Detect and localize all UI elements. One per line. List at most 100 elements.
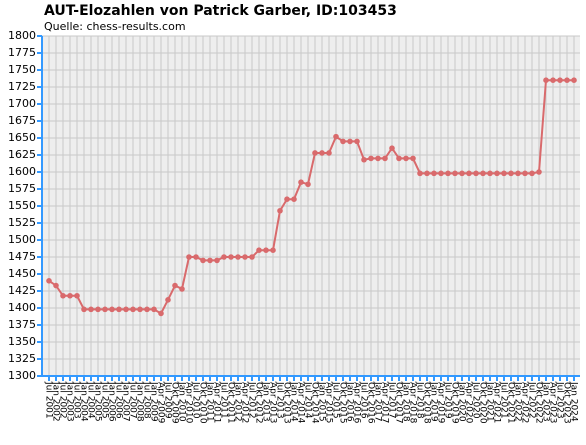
x-tick-label: Jul 2018 xyxy=(415,381,425,419)
x-tick-label: Jul 2005 xyxy=(100,381,110,419)
x-tick-label: Apr 2018 xyxy=(408,382,418,424)
x-tick-label: Okt 2013 xyxy=(282,382,292,424)
x-tick-label: Jan 2023 xyxy=(541,381,551,422)
data-point xyxy=(571,77,577,83)
data-point xyxy=(361,156,367,163)
x-tick-label: Okt 2014 xyxy=(310,382,320,424)
y-tick-label: 1800 xyxy=(8,29,36,42)
x-tick-label: Jan 2021 xyxy=(485,381,495,422)
x-tick-label: Apr 2009 xyxy=(156,382,166,424)
x-tick-label: Jul 2009 xyxy=(163,381,173,419)
x-tick-label: Jul 2019 xyxy=(443,381,453,419)
data-point xyxy=(221,254,227,260)
x-tick-label: Jan 2002 xyxy=(51,381,61,422)
x-tick-label: Apr 2021 xyxy=(492,382,502,423)
data-point xyxy=(522,170,528,177)
x-tick-label: Jul 2015 xyxy=(331,381,341,419)
data-point xyxy=(326,150,332,156)
data-point xyxy=(242,254,248,260)
data-point xyxy=(473,170,479,177)
data-point xyxy=(179,286,185,292)
data-point xyxy=(501,170,507,177)
data-point xyxy=(53,282,59,289)
x-tick-label: Jan 2005 xyxy=(93,381,103,422)
x-tick-label: Jul 2021 xyxy=(499,381,509,419)
data-point xyxy=(277,207,283,214)
x-tick-label: Apr 2022 xyxy=(520,382,530,423)
x-tick-label: Okt 2021 xyxy=(506,382,516,424)
data-point xyxy=(165,297,171,303)
x-tick-label: Jan 2004 xyxy=(79,381,89,422)
x-tick-label: Apr 2020 xyxy=(464,382,474,424)
y-tick-label: 1425 xyxy=(8,284,36,297)
y-tick-label: 1550 xyxy=(8,199,36,212)
data-point xyxy=(60,292,66,299)
x-tick-label: Jul 2003 xyxy=(72,381,82,419)
data-point xyxy=(74,292,80,299)
data-point xyxy=(417,170,423,177)
data-point xyxy=(557,77,563,83)
data-point xyxy=(102,306,108,313)
x-tick-label: Jan 2016 xyxy=(345,381,355,422)
x-tick-label: Jan 2024 xyxy=(569,381,579,422)
data-point xyxy=(214,257,220,264)
data-point xyxy=(466,170,472,177)
data-point xyxy=(235,254,241,260)
x-tick-label: Jul 2008 xyxy=(142,381,152,419)
data-point xyxy=(144,306,150,313)
x-tick-label: Okt 2011 xyxy=(226,382,236,424)
y-tick-label: 1700 xyxy=(8,97,36,110)
data-point xyxy=(312,150,318,156)
x-tick-label: Jul 2007 xyxy=(128,381,138,419)
data-point xyxy=(81,306,87,313)
y-tick-label: 1650 xyxy=(8,131,36,144)
x-tick-label: Jul 2002 xyxy=(58,381,68,419)
y-tick-label: 1350 xyxy=(8,335,36,348)
data-point xyxy=(515,170,521,177)
x-tick-label: Jul 2017 xyxy=(387,381,397,419)
data-point xyxy=(382,155,388,162)
x-tick-label: Jan 2010 xyxy=(177,381,187,422)
data-point xyxy=(193,254,199,260)
data-point xyxy=(536,169,542,175)
y-tick-label: 1525 xyxy=(8,216,36,229)
x-tick-label: Jan 2017 xyxy=(373,381,383,422)
x-tick-label: Jul 2012 xyxy=(247,381,257,419)
x-tick-label: Apr 2017 xyxy=(380,382,390,423)
data-line xyxy=(48,79,574,315)
x-tick-label: Jul 2006 xyxy=(114,381,124,419)
data-point xyxy=(291,196,297,202)
x-tick-label: Jul 2001 xyxy=(44,381,54,419)
x-tick-label: Jan 2014 xyxy=(289,381,299,422)
x-tick-label: Jul 2011 xyxy=(219,381,229,419)
y-tick-label: 1450 xyxy=(8,267,36,280)
data-point xyxy=(88,306,94,313)
data-point xyxy=(172,282,178,289)
x-tick-label: Jul 2022 xyxy=(527,381,537,419)
data-point xyxy=(186,254,192,260)
data-point xyxy=(228,254,234,260)
x-tick-label: Jul 2004 xyxy=(86,381,96,419)
x-tick-label: Apr 2013 xyxy=(268,382,278,423)
x-tick-label: Jan 2003 xyxy=(65,381,75,422)
chart-title: AUT-Elozahlen von Patrick Garber, ID:103… xyxy=(44,3,397,19)
data-point xyxy=(130,306,136,313)
x-tick-label: Okt 2016 xyxy=(366,382,376,424)
data-point xyxy=(109,306,115,313)
y-tick-label: 1775 xyxy=(8,46,36,59)
x-tick-label: Jan 2018 xyxy=(401,381,411,422)
x-tick-label: Jan 2022 xyxy=(513,381,523,422)
y-tick-label: 1400 xyxy=(8,301,36,314)
y-tick-label: 1575 xyxy=(8,182,36,195)
x-tick-label: Okt 2017 xyxy=(394,382,404,424)
data-point xyxy=(284,196,290,202)
x-tick-label: Jan 2020 xyxy=(457,381,467,422)
data-point xyxy=(116,306,122,313)
x-tick-label: Jan 2007 xyxy=(121,381,131,422)
y-tick-label: 1600 xyxy=(8,165,36,178)
x-tick-label: Jul 2010 xyxy=(191,381,201,419)
x-tick-label: Jan 2012 xyxy=(233,381,243,422)
x-tick-label: Okt 2020 xyxy=(478,382,488,424)
y-tick-label: 1300 xyxy=(8,369,36,382)
